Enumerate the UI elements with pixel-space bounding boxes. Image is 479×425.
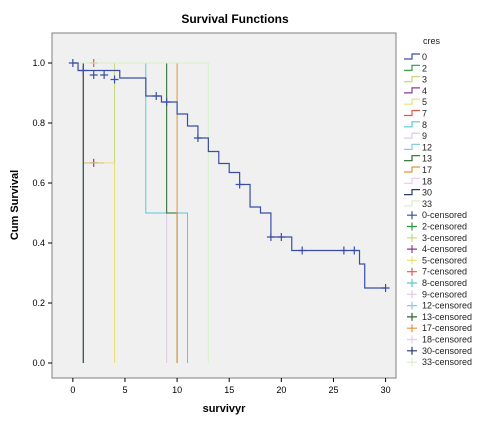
- y-tick-label: 0.0: [32, 358, 45, 368]
- legend-item-label: 8: [422, 120, 427, 130]
- legend-item-label: 13-censored: [422, 312, 472, 322]
- legend-cross-swatch: [407, 279, 417, 287]
- legend-item-label: 18: [422, 176, 432, 186]
- legend-step-swatch: [404, 200, 420, 207]
- x-tick-label: 30: [381, 385, 391, 395]
- axes-layer: 0 5 10 15 20 25 30 0.0 0.2 0.4 0.6 0.8 1.0: [32, 58, 390, 395]
- x-tick-label: 25: [328, 385, 338, 395]
- legend-step-swatch: [404, 76, 420, 83]
- legend-item-label: 33: [422, 199, 432, 209]
- legend-cross-swatch: [407, 233, 417, 242]
- x-tick-label: 20: [276, 385, 286, 395]
- legend-item-label: 17: [422, 165, 432, 175]
- x-tick-label: 15: [224, 385, 234, 395]
- legend-item-label: 18-censored: [422, 335, 472, 345]
- censored-mark-0: [162, 98, 171, 106]
- legend-step-swatch: [404, 177, 420, 184]
- censored-mark-0: [235, 180, 244, 189]
- censored-mark-0: [381, 284, 390, 292]
- censored-mark-0: [79, 66, 88, 75]
- legend-item-label: 2: [422, 63, 427, 73]
- censored-mark-0: [193, 134, 202, 142]
- y-axis-title: Cum Survival: [9, 170, 21, 240]
- legend-step-swatch: [404, 87, 420, 94]
- legend-cross-swatch: [407, 301, 417, 310]
- legend-cross-swatch: [407, 290, 417, 299]
- legend-step-swatch: [404, 143, 420, 150]
- legend-cross-swatch: [407, 358, 417, 367]
- legend-item-label: 12: [422, 142, 432, 152]
- legend-item-label: 0: [422, 52, 427, 62]
- legend-step-swatch: [404, 109, 420, 117]
- censored-mark-0: [100, 71, 109, 79]
- censored-mark-0: [350, 246, 359, 255]
- legend-cross-swatch: [407, 324, 417, 333]
- legend-cross-swatch: [407, 211, 417, 220]
- legend-item-label: 9-censored: [422, 289, 467, 299]
- series-line-33: [72, 62, 209, 363]
- legend-item-label: 12-censored: [422, 301, 472, 311]
- legend-cross-swatch: [407, 335, 417, 344]
- legend-item-label: 4: [422, 86, 427, 96]
- legend-cross-swatch: [407, 222, 417, 231]
- censored-mark-0: [152, 92, 161, 100]
- y-tick-label: 1.0: [32, 58, 45, 68]
- legend-step-swatch: [404, 189, 420, 196]
- y-tick-label: 0.8: [32, 118, 45, 128]
- legend-item-label: 13: [422, 154, 432, 164]
- censored-mark-0: [277, 233, 286, 241]
- legend-item-label: 9: [422, 131, 427, 141]
- legend-item-label: 3-censored: [422, 233, 467, 243]
- chart-title: Survival Functions: [181, 12, 289, 26]
- legend-step-swatch: [404, 64, 420, 71]
- series-line-0: [72, 62, 386, 289]
- legend-step-swatch: [404, 166, 420, 173]
- plot-area: [51, 32, 397, 379]
- legend-cross-swatch: [407, 346, 417, 355]
- legend-title: cres: [423, 36, 441, 46]
- legend-step-swatch: [404, 121, 420, 128]
- censored-mark-0: [110, 75, 119, 84]
- legend-item-label: 5: [422, 97, 427, 107]
- legend-item-label: 2-censored: [422, 222, 467, 232]
- legend-item-label: 30-censored: [422, 346, 472, 356]
- legend-step-swatch: [404, 132, 420, 139]
- legend-item-label: 7-censored: [422, 267, 467, 277]
- legend-step-swatch: [404, 155, 420, 162]
- legend-item-label: 30: [422, 188, 432, 198]
- censored-mark-0: [89, 71, 98, 79]
- legend-item-label: 7: [422, 109, 427, 119]
- legend-item-label: 4-censored: [422, 244, 467, 254]
- series-layer: [68, 59, 390, 363]
- legend-item-label: 8-censored: [422, 278, 467, 288]
- legend-cross-swatch: [407, 245, 417, 254]
- censored-mark-0: [68, 59, 77, 67]
- legend-item-label: 3: [422, 75, 427, 85]
- y-tick-label: 0.6: [32, 178, 45, 188]
- legend-item-label: 33-censored: [422, 357, 472, 367]
- censored-mark-0: [339, 246, 348, 255]
- y-tick-label: 0.2: [32, 298, 45, 308]
- legend-item-label: 17-censored: [422, 323, 472, 333]
- x-tick-label: 10: [172, 385, 182, 395]
- censored-mark-0: [266, 233, 275, 241]
- legend-cross-swatch: [407, 256, 417, 265]
- legend-item-label: 0-censored: [422, 210, 467, 220]
- legend-cross-swatch: [407, 312, 417, 321]
- y-tick-label: 0.4: [32, 238, 45, 248]
- censored-mark-0: [298, 246, 307, 255]
- x-tick-label: 5: [122, 385, 127, 395]
- x-tick-label: 0: [70, 385, 75, 395]
- legend-step-swatch: [404, 53, 420, 60]
- x-axis-title: survivyr: [203, 403, 247, 415]
- legend-cross-swatch: [407, 267, 417, 276]
- legend-item-label: 5-censored: [422, 255, 467, 265]
- legend-step-swatch: [404, 98, 420, 105]
